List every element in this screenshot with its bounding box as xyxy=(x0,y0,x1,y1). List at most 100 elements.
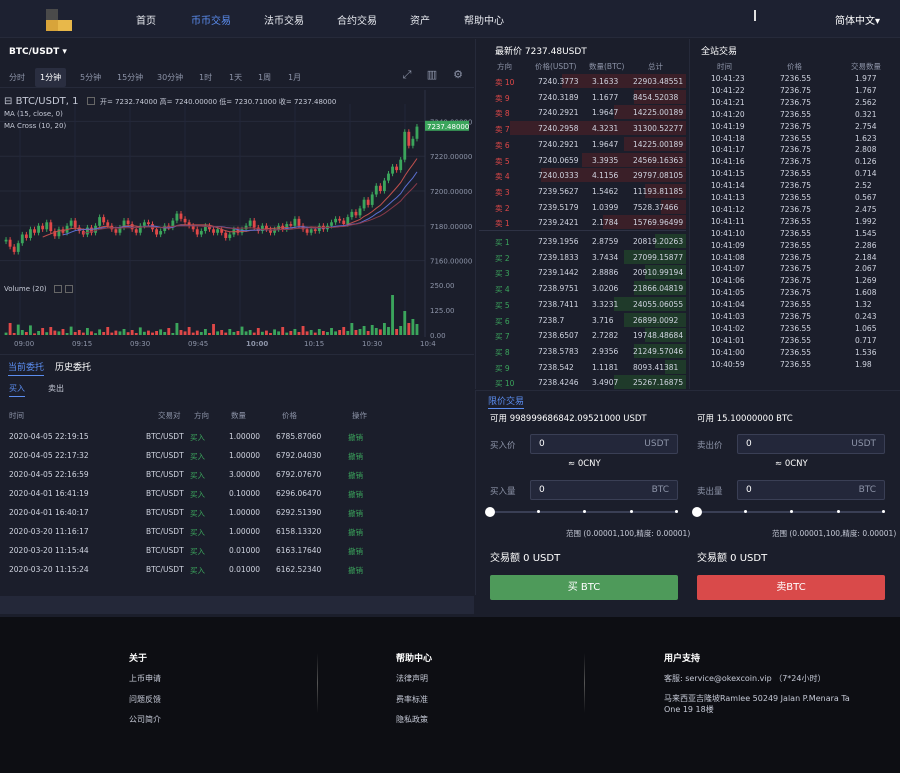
tab-current-orders[interactable]: 当前委托 xyxy=(8,360,45,376)
language-select[interactable]: 简体中文▾ xyxy=(835,16,881,27)
cancel-order-button[interactable]: 撤销 xyxy=(348,509,363,518)
footer-link-listing[interactable]: 上币申请 xyxy=(129,674,161,683)
trade-amount: 2.808 xyxy=(855,145,877,155)
ask-price[interactable]: 7239.5179 xyxy=(538,202,579,212)
buy-button[interactable]: 买 BTC xyxy=(490,575,678,600)
pair-selector[interactable]: BTC/USDT ▾ xyxy=(9,47,67,57)
volume-bar xyxy=(171,333,175,335)
tf-1d[interactable]: 1天 xyxy=(229,73,243,82)
volume-label: Volume (20) xyxy=(4,285,47,293)
sell-amount-input[interactable]: 0 BTC xyxy=(737,480,885,500)
ma-label: MA (15, close, 0) xyxy=(4,110,63,118)
tf-5min[interactable]: 5分钟 xyxy=(80,73,102,82)
bid-price[interactable]: 7238.9751 xyxy=(538,284,579,294)
bid-price[interactable]: 7239.1442 xyxy=(538,268,579,278)
tf-1h[interactable]: 1时 xyxy=(199,73,213,82)
candle-body xyxy=(134,229,138,233)
cancel-order-button[interactable]: 撤销 xyxy=(348,528,363,537)
ask-price[interactable]: 7240.0659 xyxy=(538,155,579,165)
candle-body xyxy=(301,225,305,230)
ask-total: 22903.48551 xyxy=(633,77,684,86)
tab-history-orders[interactable]: 历史委托 xyxy=(55,363,92,373)
trade-time: 10:41:20 xyxy=(711,109,745,119)
candle-body xyxy=(415,126,419,139)
ask-price[interactable]: 7240.2921 xyxy=(538,108,579,118)
ask-price[interactable]: 7240.2921 xyxy=(538,139,579,149)
nav-spot-trading[interactable]: 币币交易 xyxy=(191,16,231,27)
trade-time: 10:41:14 xyxy=(711,181,745,191)
volume-close-icon[interactable] xyxy=(65,285,73,293)
kline-chart[interactable]: 7160.00000 7180.00000 7200.00000 7220.00000… xyxy=(0,90,474,352)
bid-level: 买 3 xyxy=(495,269,510,279)
subtab-sell[interactable]: 卖出 xyxy=(48,384,64,393)
bid-price[interactable]: 7238.542 xyxy=(538,362,574,372)
cancel-order-button[interactable]: 撤销 xyxy=(348,566,363,575)
chart-toggle-icon[interactable] xyxy=(87,97,95,105)
sell-slider-handle[interactable] xyxy=(692,507,702,517)
ask-price[interactable]: 7240.3773 xyxy=(538,77,579,86)
volume-toggle-icon[interactable] xyxy=(54,285,62,293)
nav-home[interactable]: 首页 xyxy=(136,16,156,27)
bid-price[interactable]: 7239.1956 xyxy=(538,237,579,246)
ask-price[interactable]: 7240.3189 xyxy=(538,92,579,102)
bid-price[interactable]: 7238.4246 xyxy=(538,378,579,388)
tf-1w[interactable]: 1周 xyxy=(258,73,272,82)
bid-total: 25267.16875 xyxy=(633,378,684,388)
bid-price[interactable]: 7238.7411 xyxy=(538,299,579,309)
ask-price[interactable]: 7239.2421 xyxy=(538,218,579,228)
candle-body xyxy=(252,220,256,228)
collapse-icon[interactable]: ⊟ xyxy=(4,96,16,107)
nav-contract-trading[interactable]: 合约交易 xyxy=(337,16,377,27)
tf-1m[interactable]: 1月 xyxy=(288,73,302,82)
candle-body xyxy=(208,225,211,230)
tf-30min[interactable]: 30分钟 xyxy=(157,73,184,82)
tf-1min[interactable]: 1分钟 xyxy=(35,68,67,87)
sell-price-input[interactable]: 0 USDT xyxy=(737,434,885,454)
footer-link-legal[interactable]: 法律声明 xyxy=(396,674,428,683)
ask-price[interactable]: 7239.5627 xyxy=(538,186,579,196)
trade-price: 7236.75 xyxy=(780,97,812,107)
ask-amount: 3.1633 xyxy=(592,77,619,86)
buy-amount-input[interactable]: 0 BTC xyxy=(530,480,678,500)
order-pair: BTC/USDT xyxy=(146,508,184,517)
indicator-icon[interactable]: ▥ xyxy=(426,68,438,81)
bid-price[interactable]: 7239.1833 xyxy=(538,252,579,262)
cancel-order-button[interactable]: 撤销 xyxy=(348,490,363,499)
cancel-order-button[interactable]: 撤销 xyxy=(348,471,363,480)
logo[interactable] xyxy=(46,9,72,31)
volume-bar xyxy=(4,332,8,335)
subtab-buy[interactable]: 买入 xyxy=(9,383,25,397)
footer-link-feedback[interactable]: 问题反馈 xyxy=(129,695,161,704)
tab-limit-order[interactable]: 限价交易 xyxy=(488,394,525,409)
cancel-order-button[interactable]: 撤销 xyxy=(348,433,363,442)
sell-total: 交易额 0 USDT xyxy=(697,553,768,564)
sell-button[interactable]: 卖BTC xyxy=(697,575,885,600)
user-icon[interactable] xyxy=(754,10,758,21)
sell-slider[interactable] xyxy=(692,507,885,517)
buy-range: 范围 (0.00001,100,精度: 0.00001) xyxy=(566,529,691,538)
ask-price[interactable]: 7240.2958 xyxy=(538,124,579,134)
ask-price[interactable]: 7240.0333 xyxy=(538,171,579,181)
footer-link-fees[interactable]: 费率标准 xyxy=(396,695,428,704)
trade-amount: 2.475 xyxy=(855,204,877,214)
nav-help-center[interactable]: 帮助中心 xyxy=(464,16,504,27)
nav-otc-trading[interactable]: 法币交易 xyxy=(264,16,304,27)
bid-price[interactable]: 7238.6507 xyxy=(538,331,579,341)
bid-price[interactable]: 7238.7 xyxy=(538,315,565,325)
nav-assets[interactable]: 资产 xyxy=(410,16,430,27)
trade-amount: 1.32 xyxy=(855,300,872,310)
cancel-order-button[interactable]: 撤销 xyxy=(348,452,363,461)
buy-slider-handle[interactable] xyxy=(485,507,495,517)
footer-link-company[interactable]: 公司简介 xyxy=(129,715,161,724)
volume-bar xyxy=(354,330,358,335)
buy-slider[interactable] xyxy=(485,507,678,517)
fullscreen-icon[interactable]: ⤢ xyxy=(402,68,412,81)
tf-15min[interactable]: 15分钟 xyxy=(117,73,144,82)
settings-icon[interactable]: ⚙ xyxy=(453,68,463,81)
tf-timeline[interactable]: 分时 xyxy=(9,73,25,82)
buy-price-input[interactable]: 0 USDT xyxy=(530,434,678,454)
volume-bar xyxy=(309,330,313,335)
cancel-order-button[interactable]: 撤销 xyxy=(348,547,363,556)
bid-price[interactable]: 7238.5783 xyxy=(538,346,579,356)
footer-link-privacy[interactable]: 隐私政策 xyxy=(396,715,428,724)
